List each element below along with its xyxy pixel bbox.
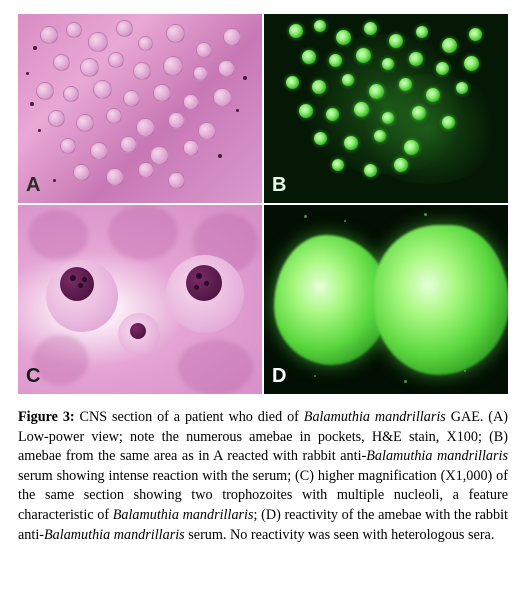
panel-d-label: D: [272, 365, 286, 388]
panel-b: B: [264, 14, 508, 203]
panel-c: C: [18, 205, 262, 394]
organism-name: Balamuthia mandrillaris: [304, 409, 446, 425]
organism-name: Balamuthia mandrillaris: [44, 527, 185, 543]
figure-caption: Figure 3: CNS section of a patient who d…: [18, 408, 508, 545]
panel-a: A: [18, 14, 262, 203]
caption-seg5: serum. No reactivity was seen with heter…: [185, 527, 495, 543]
panel-a-label: A: [26, 174, 40, 197]
panel-b-label: B: [272, 174, 286, 197]
caption-seg1: CNS section of a patient who died of: [75, 409, 304, 425]
figure-panel-grid: A: [18, 14, 508, 394]
panel-c-label: C: [26, 365, 40, 388]
figure-number: Figure 3:: [18, 409, 75, 425]
organism-name: Balamuthia mandrillaris: [366, 448, 508, 464]
organism-name: Balamuthia mandrillaris: [113, 507, 254, 523]
panel-d: D: [264, 205, 508, 394]
